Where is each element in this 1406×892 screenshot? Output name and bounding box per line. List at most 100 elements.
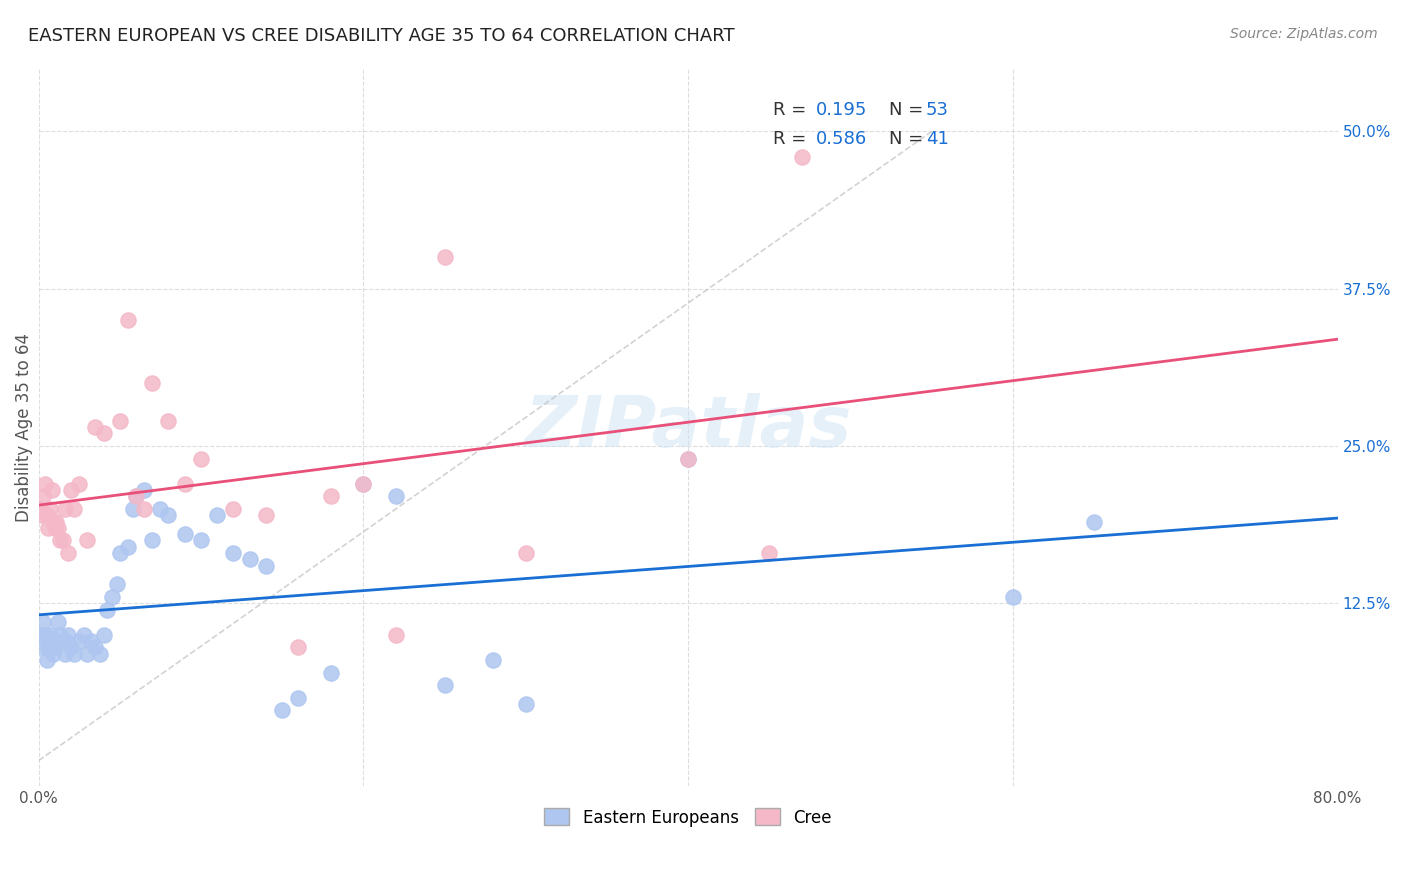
Point [96, 602, 118, 616]
Point [42, 647, 65, 661]
Point [385, 628, 408, 642]
Point [676, 451, 699, 466]
Point [84, 420, 107, 434]
Point [93, 426, 115, 441]
Point [319, 665, 342, 680]
Point [46, 615, 69, 630]
Point [271, 703, 294, 717]
Point [60, 483, 83, 497]
Point [105, 577, 128, 591]
Point [89, 647, 111, 661]
Point [52, 533, 75, 548]
Point [205, 508, 228, 523]
Point [35, 653, 58, 667]
Point [141, 533, 163, 548]
Text: R =: R = [772, 130, 811, 148]
Point [46, 521, 69, 535]
Text: Source: ZipAtlas.com: Source: ZipAtlas.com [1230, 27, 1378, 41]
Legend: Eastern Europeans, Cree: Eastern Europeans, Cree [536, 800, 841, 835]
Text: N =: N = [890, 101, 929, 120]
Point [117, 313, 139, 327]
Point [45, 515, 67, 529]
Point [108, 546, 131, 560]
Text: 41: 41 [925, 130, 949, 148]
Point [53, 502, 76, 516]
Point [287, 640, 309, 655]
Point [352, 476, 374, 491]
Point [44, 521, 66, 535]
Point [149, 502, 172, 516]
Point [790, 150, 813, 164]
Point [53, 647, 76, 661]
Point [42, 515, 65, 529]
Text: N =: N = [890, 130, 929, 148]
Text: EASTERN EUROPEAN VS CREE DISABILITY AGE 35 TO 64 CORRELATION CHART: EASTERN EUROPEAN VS CREE DISABILITY AGE … [28, 27, 735, 45]
Point [157, 414, 180, 428]
Point [84, 640, 107, 655]
Point [32, 489, 55, 503]
Point [34, 628, 56, 642]
Point [67, 634, 90, 648]
Point [190, 533, 212, 548]
Point [1001, 590, 1024, 604]
Point [222, 546, 245, 560]
Point [56, 546, 79, 560]
Point [31, 508, 53, 523]
Point [39, 502, 62, 516]
Text: R =: R = [772, 101, 811, 120]
Point [37, 521, 59, 535]
Point [79, 634, 101, 648]
Point [117, 540, 139, 554]
Text: 0.586: 0.586 [815, 130, 866, 148]
Point [37, 640, 59, 655]
Point [108, 414, 131, 428]
Point [121, 502, 143, 516]
Point [34, 476, 56, 491]
Point [41, 634, 63, 648]
Point [63, 502, 86, 516]
Point [190, 451, 212, 466]
Point [132, 483, 155, 497]
Point [239, 552, 262, 566]
Y-axis label: Disability Age 35 to 64: Disability Age 35 to 64 [15, 333, 32, 522]
Point [32, 615, 55, 630]
Point [157, 508, 180, 523]
Point [173, 527, 195, 541]
Point [52, 634, 75, 648]
Point [30, 628, 52, 642]
Point [385, 489, 408, 503]
Point [141, 376, 163, 390]
Text: 53: 53 [925, 101, 949, 120]
Point [100, 590, 122, 604]
Point [73, 628, 96, 642]
Point [125, 489, 148, 503]
Point [352, 476, 374, 491]
Point [254, 508, 277, 523]
Point [93, 628, 115, 642]
Point [60, 640, 83, 655]
Point [39, 628, 62, 642]
Point [222, 502, 245, 516]
Point [48, 628, 70, 642]
Point [482, 653, 505, 667]
Point [31, 640, 53, 655]
Point [132, 502, 155, 516]
Point [35, 508, 58, 523]
Point [287, 690, 309, 705]
Point [433, 250, 456, 264]
Point [676, 451, 699, 466]
Point [30, 502, 52, 516]
Text: 0.195: 0.195 [815, 101, 866, 120]
Point [55, 634, 77, 648]
Point [515, 546, 537, 560]
Point [515, 697, 537, 711]
Point [125, 489, 148, 503]
Point [319, 489, 342, 503]
Point [758, 546, 780, 560]
Point [76, 533, 98, 548]
Point [173, 476, 195, 491]
Point [67, 476, 90, 491]
Point [76, 647, 98, 661]
Point [44, 640, 66, 655]
Point [56, 628, 79, 642]
